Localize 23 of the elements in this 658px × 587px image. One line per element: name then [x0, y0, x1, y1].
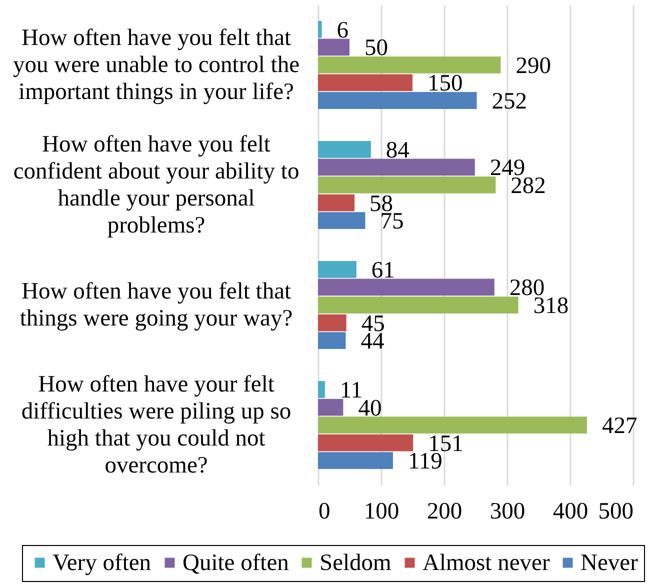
legend-label: Seldom [320, 550, 392, 576]
data-label: 50 [364, 35, 388, 62]
x-tick-label: 100 [364, 498, 400, 524]
data-label: 290 [516, 52, 551, 79]
data-label: 6 [336, 17, 349, 44]
data-label: 61 [371, 257, 395, 284]
legend-label: Very often [52, 550, 152, 576]
data-label: 150 [428, 70, 463, 97]
data-label: 84 [386, 137, 410, 164]
legend-label: Never [580, 550, 638, 576]
y-tick-label: How often have you felt that things were going your way? [20, 278, 293, 332]
y-tick-label: How often have you felt that you were unable to control the important things in your life? [13, 24, 300, 105]
x-tick-label: 500 [598, 498, 634, 524]
y-tick-label: How often have your felt difficulties were piling up so high that you could not overcome? [21, 372, 292, 479]
data-label: 427 [602, 413, 638, 440]
x-tick-label: 300 [490, 498, 526, 524]
x-tick-label: 400 [552, 498, 588, 524]
x-tick-label: 0 [318, 498, 330, 524]
legend-label: Almost never [422, 550, 550, 576]
legend-label: Quite often [182, 550, 290, 576]
y-tick-label: How often have you felt confident about your ability to handle your personal problems? [13, 131, 300, 238]
data-label: 252 [492, 88, 528, 115]
x-tick-label: 200 [426, 498, 462, 524]
